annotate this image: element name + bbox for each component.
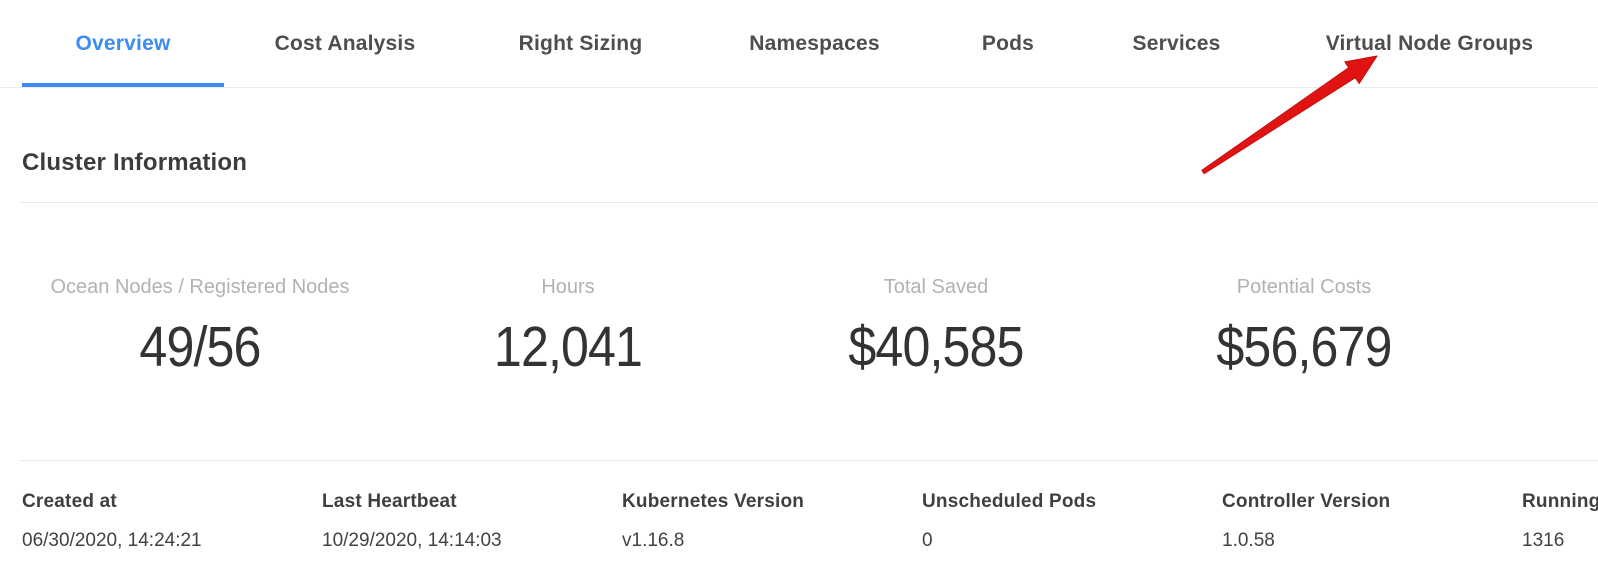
detail-value: 0	[922, 530, 933, 551]
detail-label: Last Heartbeat	[322, 491, 457, 512]
section-title: Cluster Information	[22, 149, 248, 176]
detail-label: Controller Version	[1222, 491, 1391, 512]
divider	[20, 460, 1598, 461]
detail-value: 1316	[1522, 530, 1565, 551]
tab-label: Services	[1132, 31, 1221, 55]
stat-value: $56,679	[1216, 315, 1392, 379]
tab-pods[interactable]: Pods	[934, 0, 1082, 87]
tab-label: Cost Analysis	[274, 31, 416, 55]
cluster-summary-stats: Ocean Nodes / Registered Nodes 49/56 Hou…	[16, 274, 1488, 378]
tab-overview[interactable]: Overview	[22, 0, 224, 87]
detail-label: Unscheduled Pods	[922, 491, 1097, 512]
cluster-details-row: Created at 06/30/2020, 14:24:21 Last Hea…	[22, 490, 1598, 553]
stat-potential-costs: Potential Costs $56,679	[1120, 274, 1488, 378]
stat-ocean-nodes: Ocean Nodes / Registered Nodes 49/56	[16, 274, 384, 378]
tab-label: Overview	[75, 31, 171, 55]
tab-namespaces[interactable]: Namespaces	[695, 0, 934, 87]
divider	[20, 202, 1598, 203]
detail-created-at: Created at 06/30/2020, 14:24:21	[22, 490, 322, 553]
stat-total-saved: Total Saved $40,585	[752, 274, 1120, 378]
detail-last-heartbeat: Last Heartbeat 10/29/2020, 14:14:03	[322, 490, 622, 553]
detail-label: Created at	[22, 491, 117, 512]
stat-label: Potential Costs	[1236, 276, 1372, 298]
detail-controller-version: Controller Version 1.0.58	[1222, 490, 1522, 553]
stat-label: Ocean Nodes / Registered Nodes	[50, 276, 350, 298]
detail-running: Running 1316	[1522, 490, 1598, 553]
stat-value: $40,585	[848, 315, 1024, 379]
tab-cost-analysis[interactable]: Cost Analysis	[224, 0, 466, 87]
detail-kubernetes-version: Kubernetes Version v1.16.8	[622, 490, 922, 553]
detail-value: v1.16.8	[622, 530, 685, 551]
detail-label: Kubernetes Version	[622, 491, 805, 512]
stat-value: 49/56	[139, 315, 261, 379]
detail-value: 1.0.58	[1222, 530, 1275, 551]
detail-unscheduled-pods: Unscheduled Pods 0	[922, 490, 1222, 553]
tab-bar: Overview Cost Analysis Right Sizing Name…	[0, 0, 1598, 88]
detail-label: Running	[1522, 491, 1598, 512]
detail-value: 10/29/2020, 14:14:03	[322, 530, 502, 551]
stat-value: 12,041	[493, 315, 643, 379]
tab-label: Right Sizing	[518, 31, 643, 55]
stat-label: Hours	[541, 276, 595, 298]
tab-services[interactable]: Services	[1082, 0, 1271, 87]
detail-value: 06/30/2020, 14:24:21	[22, 530, 202, 551]
tab-virtual-node-groups[interactable]: Virtual Node Groups	[1271, 0, 1588, 87]
tab-label: Namespaces	[749, 31, 880, 55]
tab-right-sizing[interactable]: Right Sizing	[466, 0, 695, 87]
stat-hours: Hours 12,041	[384, 274, 752, 378]
tab-label: Pods	[981, 31, 1035, 55]
tab-label: Virtual Node Groups	[1325, 31, 1534, 55]
stat-label: Total Saved	[883, 276, 989, 298]
